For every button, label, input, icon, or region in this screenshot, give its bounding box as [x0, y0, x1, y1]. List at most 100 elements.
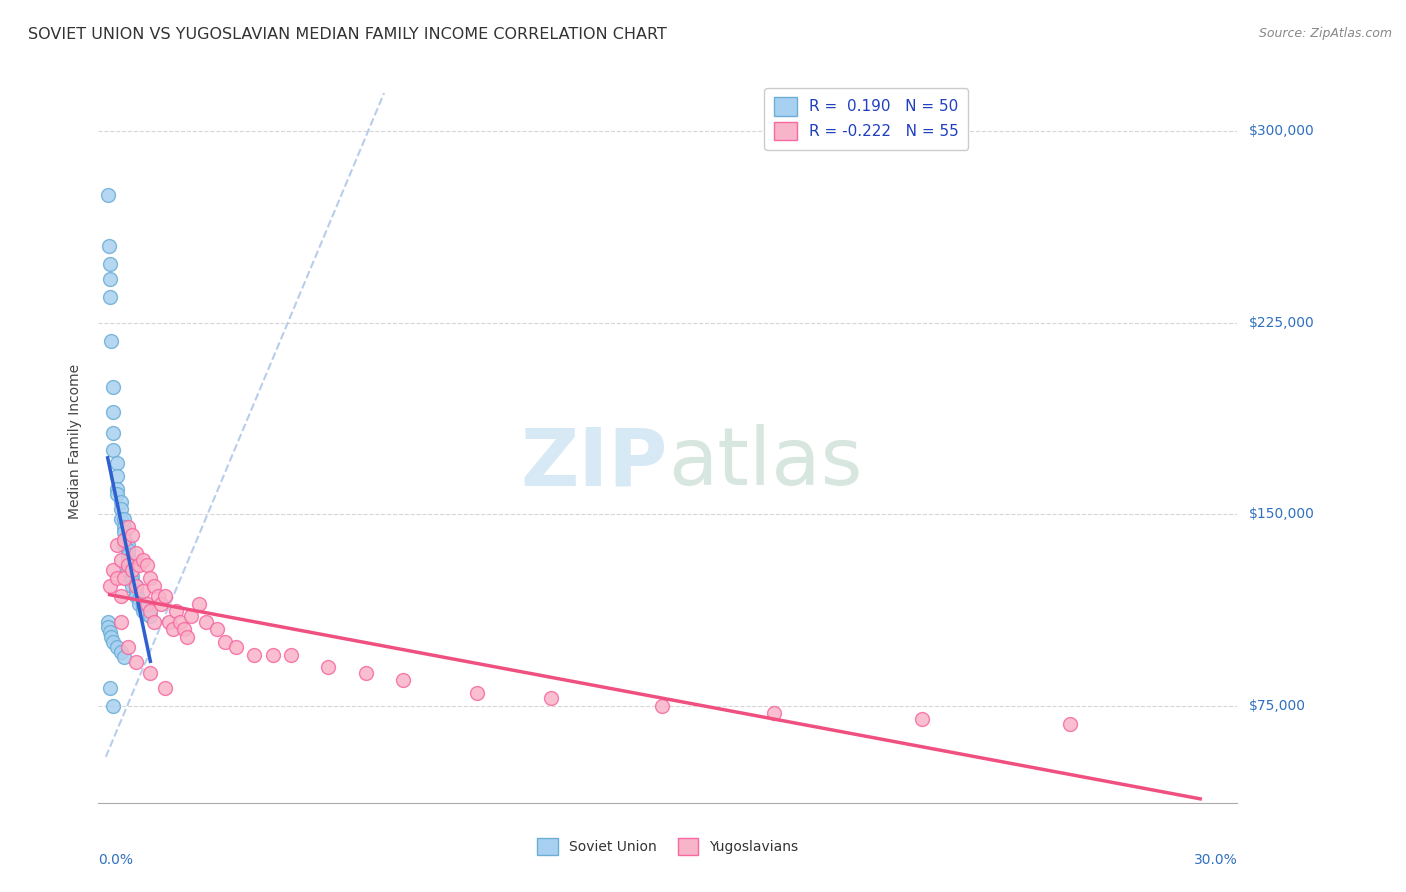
Point	[135, 597, 157, 611]
Point	[105, 456, 128, 470]
Point	[128, 591, 150, 606]
Point	[103, 379, 125, 393]
Point	[121, 574, 143, 588]
Point	[132, 553, 155, 567]
Point	[243, 648, 266, 662]
Point	[105, 487, 128, 501]
Point	[110, 494, 132, 508]
Point	[318, 660, 340, 674]
Point	[124, 579, 146, 593]
Point	[132, 604, 155, 618]
Point	[98, 579, 121, 593]
Point	[97, 188, 120, 202]
Point	[112, 512, 135, 526]
Point	[139, 609, 162, 624]
Point	[103, 698, 125, 713]
Point	[105, 538, 128, 552]
Point	[354, 665, 377, 680]
Point	[651, 698, 673, 713]
Point	[110, 645, 132, 659]
Point	[97, 239, 120, 253]
Point	[214, 635, 236, 649]
Point	[100, 630, 122, 644]
Text: $300,000: $300,000	[1249, 124, 1315, 138]
Point	[262, 648, 284, 662]
Point	[103, 405, 125, 419]
Point	[139, 571, 162, 585]
Text: $150,000: $150,000	[1249, 508, 1315, 521]
Point	[117, 553, 139, 567]
Point	[540, 691, 562, 706]
Point	[112, 533, 135, 547]
Point	[135, 558, 157, 573]
Point	[105, 469, 128, 483]
Point	[97, 615, 120, 629]
Point	[280, 648, 302, 662]
Point	[117, 558, 139, 573]
Point	[153, 681, 176, 695]
Point	[465, 686, 488, 700]
Point	[98, 257, 121, 271]
Point	[195, 615, 218, 629]
Point	[128, 558, 150, 573]
Point	[132, 599, 155, 614]
Text: SOVIET UNION VS YUGOSLAVIAN MEDIAN FAMILY INCOME CORRELATION CHART: SOVIET UNION VS YUGOSLAVIAN MEDIAN FAMIL…	[28, 27, 666, 42]
Point	[103, 635, 125, 649]
Point	[112, 538, 135, 552]
Point	[117, 538, 139, 552]
Point	[112, 525, 135, 540]
Point	[135, 607, 157, 621]
Text: 0.0%: 0.0%	[98, 854, 134, 867]
Point	[97, 620, 120, 634]
Text: atlas: atlas	[668, 425, 862, 502]
Point	[103, 425, 125, 440]
Point	[911, 712, 934, 726]
Point	[124, 583, 146, 598]
Point	[121, 564, 143, 578]
Point	[173, 622, 195, 636]
Point	[112, 520, 135, 534]
Point	[153, 589, 176, 603]
Text: Source: ZipAtlas.com: Source: ZipAtlas.com	[1258, 27, 1392, 40]
Text: 30.0%: 30.0%	[1194, 854, 1237, 867]
Point	[150, 597, 173, 611]
Point	[132, 583, 155, 598]
Point	[98, 272, 121, 286]
Point	[391, 673, 413, 688]
Point	[146, 589, 169, 603]
Point	[225, 640, 247, 654]
Text: $225,000: $225,000	[1249, 316, 1315, 330]
Point	[112, 650, 135, 665]
Point	[124, 589, 146, 603]
Point	[121, 568, 143, 582]
Point	[117, 564, 139, 578]
Point	[117, 558, 139, 573]
Point	[98, 290, 121, 304]
Point	[128, 597, 150, 611]
Point	[110, 512, 132, 526]
Text: $75,000: $75,000	[1249, 698, 1305, 713]
Point	[139, 665, 162, 680]
Point	[110, 589, 132, 603]
Text: ZIP: ZIP	[520, 425, 668, 502]
Legend: Soviet Union, Yugoslavians: Soviet Union, Yugoslavians	[531, 833, 804, 861]
Point	[187, 597, 209, 611]
Point	[105, 482, 128, 496]
Point	[117, 548, 139, 562]
Point	[103, 564, 125, 578]
Point	[105, 571, 128, 585]
Point	[117, 520, 139, 534]
Point	[117, 640, 139, 654]
Point	[124, 656, 146, 670]
Point	[110, 615, 132, 629]
Point	[98, 624, 121, 639]
Point	[103, 443, 125, 458]
Point	[1059, 716, 1081, 731]
Point	[98, 681, 121, 695]
Point	[143, 579, 166, 593]
Point	[121, 527, 143, 541]
Point	[105, 640, 128, 654]
Point	[157, 615, 180, 629]
Point	[117, 543, 139, 558]
Point	[112, 533, 135, 547]
